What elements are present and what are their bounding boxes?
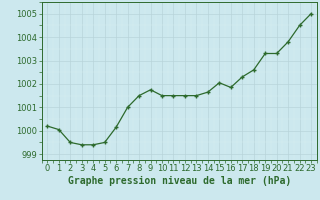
X-axis label: Graphe pression niveau de la mer (hPa): Graphe pression niveau de la mer (hPa) [68,176,291,186]
